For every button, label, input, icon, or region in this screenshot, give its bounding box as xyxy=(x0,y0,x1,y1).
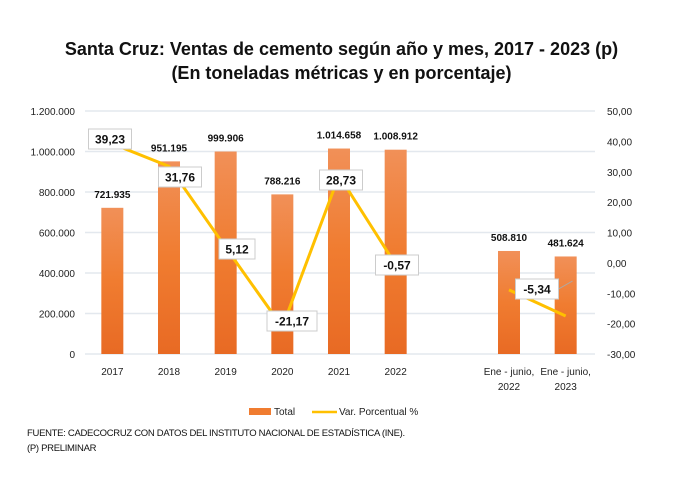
bar-data-label: 481.624 xyxy=(548,238,585,249)
line-label-box xyxy=(515,278,559,300)
y-right-tick-label: 50,00 xyxy=(607,107,632,118)
line-data-label: -5,34 xyxy=(523,283,551,297)
legend-swatch-total xyxy=(249,408,271,415)
line-label-box xyxy=(266,310,318,332)
source-note: FUENTE: CADECOCRUZ CON DATOS DEL INSTITU… xyxy=(27,428,405,439)
bar-total xyxy=(498,250,520,354)
y-left-tick-label: 1.200.000 xyxy=(31,107,76,118)
line-data-label: 39,23 xyxy=(95,133,125,147)
line-data-label: 31,76 xyxy=(165,171,195,185)
line-data-label: 5,12 xyxy=(225,243,249,257)
bar-total xyxy=(554,256,577,354)
bar-data-label: 1.008.912 xyxy=(373,132,418,143)
bar-total xyxy=(101,207,124,354)
x-tick-label: Ene - junio, xyxy=(540,367,591,378)
y-right-tick-label: 10,00 xyxy=(607,229,632,240)
bar-data-label: 999.906 xyxy=(208,134,245,145)
bar-data-label: 721.935 xyxy=(94,190,131,201)
chart-title: Santa Cruz: Ventas de cemento según año … xyxy=(64,39,619,59)
line-data-label: -21,17 xyxy=(275,315,309,329)
y-left-tick-label: 1.000.000 xyxy=(31,148,76,159)
label-leader-line xyxy=(558,280,573,290)
line-label-box xyxy=(158,166,202,188)
x-tick-label: 2021 xyxy=(328,367,351,378)
y-right-tick-label: 30,00 xyxy=(607,168,632,179)
bar-total xyxy=(384,149,407,354)
y-left-tick-label: 600.000 xyxy=(39,229,76,240)
y-right-tick-label: 40,00 xyxy=(607,137,632,148)
y-left-tick-label: 200.000 xyxy=(39,310,76,321)
x-tick-label: 2019 xyxy=(215,367,238,378)
x-tick-label: 2020 xyxy=(271,367,294,378)
chart-subtitle: (En toneladas métricas y en porcentaje) xyxy=(171,63,512,83)
bar-total xyxy=(328,148,350,354)
legend-label-total: Total xyxy=(274,407,295,418)
y-right-tick-label: -20,00 xyxy=(607,320,636,331)
line-data-label: 28,73 xyxy=(326,174,356,188)
x-tick-label: 2022 xyxy=(498,382,521,393)
x-tick-label: 2018 xyxy=(158,367,181,378)
x-tick-label: Ene - junio, xyxy=(484,367,535,378)
line-label-box xyxy=(88,128,132,150)
y-right-tick-label: -10,00 xyxy=(607,289,636,300)
bar-data-label: 951.195 xyxy=(151,143,188,154)
bar-data-label: 508.810 xyxy=(491,233,528,244)
y-right-tick-label: 0,00 xyxy=(607,259,627,270)
y-left-tick-label: 0 xyxy=(69,350,75,361)
bar-data-label: 788.216 xyxy=(264,176,301,187)
preliminary-note: (P) PRELIMINAR xyxy=(27,443,97,454)
x-tick-label: 2017 xyxy=(101,367,124,378)
y-right-tick-label: 20,00 xyxy=(607,198,632,209)
y-left-tick-label: 400.000 xyxy=(39,269,76,280)
y-right-tick-label: -30,00 xyxy=(607,350,636,361)
bar-total xyxy=(158,161,180,354)
line-label-box xyxy=(319,169,363,191)
bar-data-label: 1.014.658 xyxy=(317,131,362,142)
line-label-box xyxy=(375,254,419,276)
line-label-box xyxy=(218,238,256,260)
x-tick-label: 2022 xyxy=(385,367,408,378)
legend-label-var: Var. Porcentual % xyxy=(339,407,418,418)
y-left-tick-label: 800.000 xyxy=(39,188,76,199)
line-data-label: -0,57 xyxy=(383,259,411,273)
x-tick-label: 2023 xyxy=(555,382,578,393)
